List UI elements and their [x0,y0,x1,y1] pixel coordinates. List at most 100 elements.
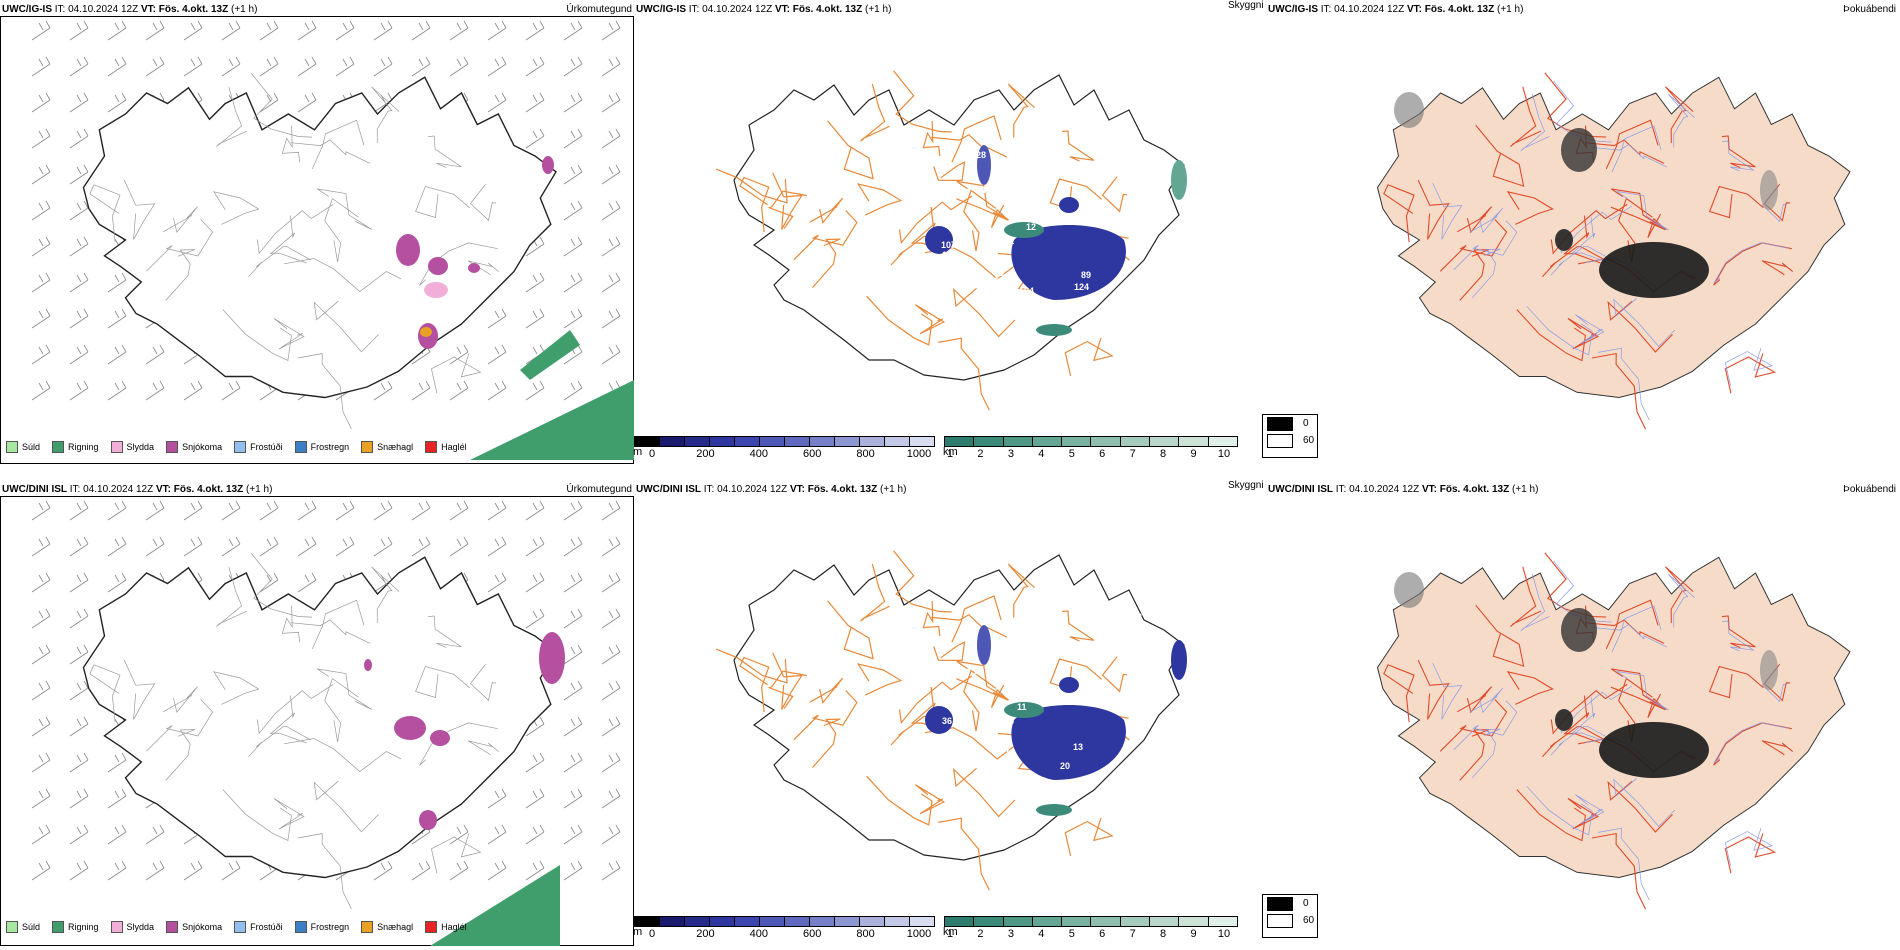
colorbar-cell [685,917,710,926]
visibility-panel-igis: UWC/IG-IS IT: 04.10.2024 12Z VT: Fös. 4.… [633,0,1268,470]
visibility-value-label: 57 [940,150,951,160]
road-line [856,663,903,696]
road-line [1761,740,1794,756]
visibility-value-label: 88 [1004,716,1015,726]
road-line [250,72,313,138]
visibility-value-label: 62 [944,140,955,150]
road-line [1721,135,1756,169]
visibility-value-label: 108 [996,764,1012,774]
wind-barb [69,788,89,809]
visibility-value-label: 73 [959,747,970,757]
road-line [1101,656,1128,693]
wind-barb [563,824,583,845]
wind-barb [107,860,127,881]
legend-item: Haglél [425,921,467,933]
road-line [860,83,890,142]
legend-swatch [166,441,179,453]
fog-indicator-area [1394,92,1424,128]
road-line [1520,94,1550,152]
wind-barb [31,164,51,185]
visibility-value-label: 31 [1004,236,1015,246]
road-line [1383,664,1415,723]
road-line [1611,605,1662,653]
road-line [1724,833,1776,874]
colorbar-tick: 2 [977,448,984,460]
wind-barb [563,56,583,77]
wind-barb [107,344,127,365]
road-line [290,619,371,644]
wind-barb [297,536,317,557]
rain-area [470,380,634,460]
colorbar-cell [885,437,910,446]
wind-barb [563,752,583,773]
road-line [256,684,334,735]
wind-barb [183,380,203,401]
road-line [222,309,292,362]
road-line [811,238,841,288]
fog-panel-igis: UWC/IG-IS IT: 04.10.2024 12Z VT: Fös. 4.… [1262,0,1900,470]
fog-map [1376,552,1851,910]
wind-barb [259,536,279,557]
road-line [371,566,400,624]
legend-label: Snjókoma [182,442,223,452]
colorbar-tick: 6 [1099,448,1106,460]
fog-area [1004,702,1044,718]
road-line [938,817,990,891]
wind-barb [31,92,51,113]
wind-barb [221,380,241,401]
colorbar-cells [944,436,1238,447]
wind-barb [335,500,355,521]
low-cloud-area [1011,225,1126,300]
road-line [430,833,482,874]
wind-barb [563,680,583,701]
road-line [1506,670,1554,705]
road-line [313,300,379,353]
colorbar-cell [735,917,760,926]
fog-indicator-area [1394,572,1424,608]
road-line [956,198,1009,228]
colorbar-cell [1208,917,1237,926]
wind-barb [107,500,127,521]
wind-barb [563,608,583,629]
road-line [1541,245,1605,278]
colorbar-cell [1179,917,1209,926]
road-line [1064,337,1114,377]
panel-header: UWC/DINI ISL IT: 04.10.2024 12Z VT: Fös.… [636,484,907,495]
wind-barb [31,344,51,365]
road-line [1761,260,1794,276]
wind-barb [69,128,89,149]
fog-indicator-area [1555,229,1573,251]
wind-barb [487,344,507,365]
colorbar-cell [660,917,685,926]
road-line [1605,599,1659,650]
wind-barb [563,164,583,185]
road-line [1563,215,1601,264]
colorbar-tick: 1000 [906,928,932,940]
road-line [1708,665,1764,699]
road-line [1591,144,1668,168]
fog-legend: 0 60 [1262,894,1318,938]
wind-barb [31,56,51,77]
road-line [324,197,359,263]
panel-header: UWC/IG-IS IT: 04.10.2024 12Z VT: Fös. 4.… [636,4,892,15]
wind-barb [31,272,51,293]
road-line [213,191,260,225]
wind-barb [107,272,127,293]
fog-indicator-area [1561,128,1597,172]
snow-area [364,659,372,671]
road-line [739,176,770,233]
colorbar-cell [860,917,885,926]
road-line [931,133,1008,158]
rain-area [430,865,560,946]
wind-barb [373,860,393,881]
wind-barb [69,644,89,665]
colorbar-tick: 5 [1068,448,1075,460]
wind-barb [373,20,393,41]
road-line [317,668,373,710]
legend-label: Rigning [68,442,99,452]
road-line [1062,610,1095,642]
colorbar-cell [835,917,860,926]
colorbar-tick: 9 [1190,448,1197,460]
road-line [933,161,966,182]
colorbar-tick: 9 [1190,928,1197,940]
